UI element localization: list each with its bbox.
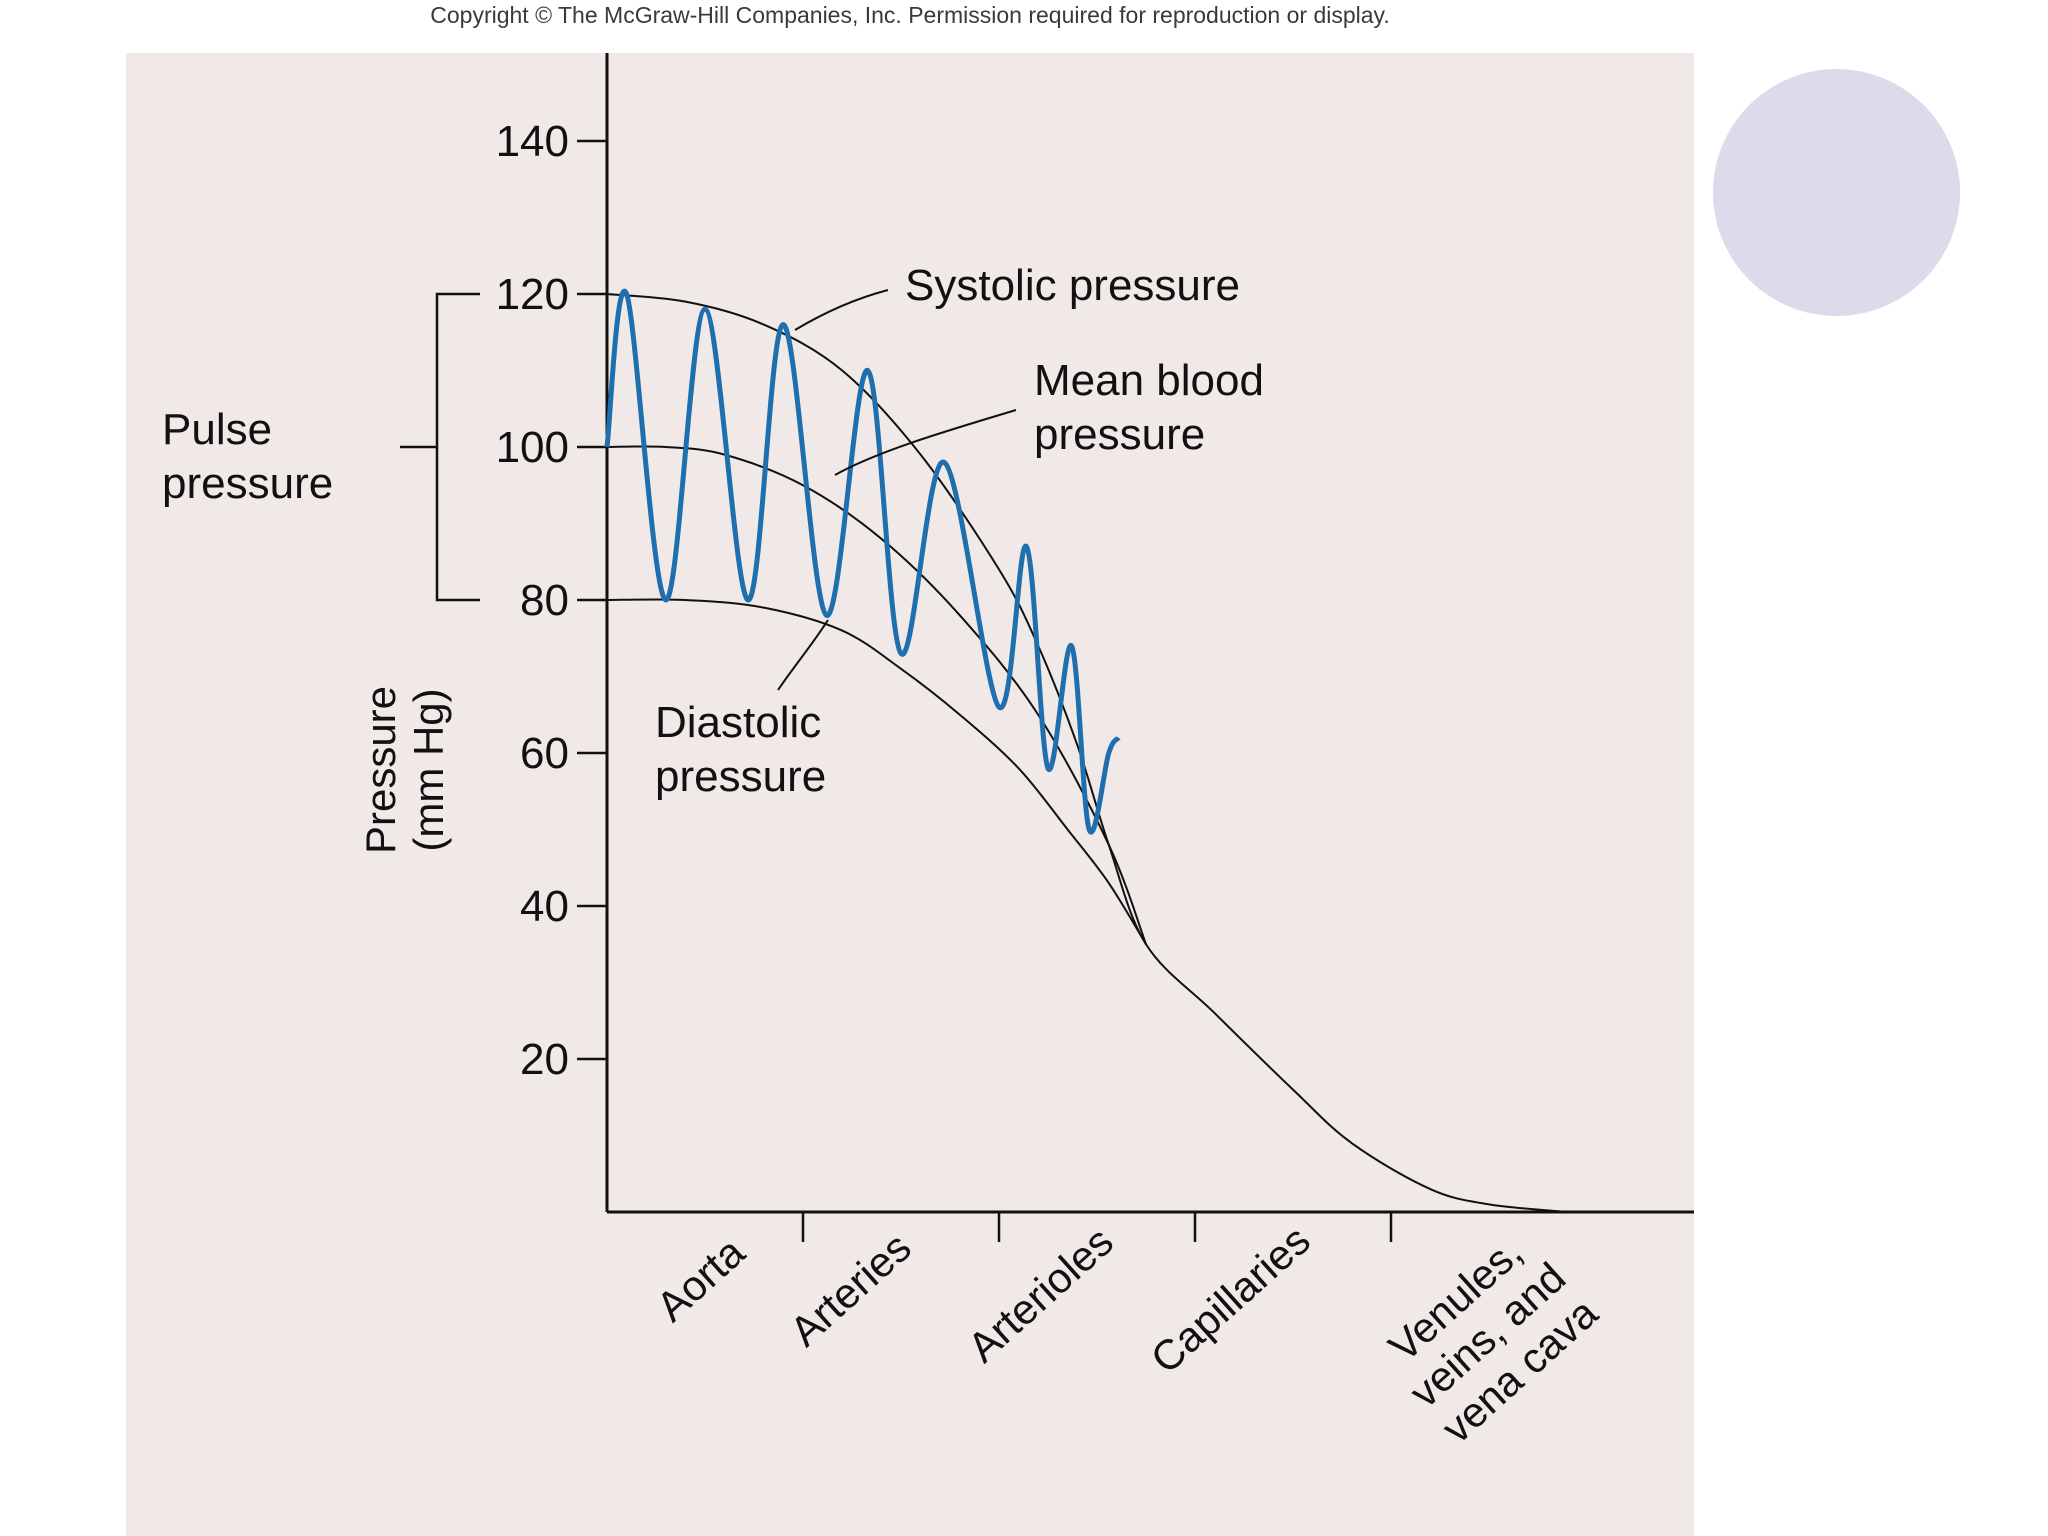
y-tick-label-120: 120 — [496, 270, 569, 319]
mean-pressure-curve — [606, 445, 1147, 945]
y-tick-label-60: 60 — [520, 729, 569, 778]
leader-systolic — [794, 289, 889, 331]
x-category-label-5: Venules,veins, andvena cava — [1368, 1217, 1606, 1452]
x-category-label-4: Capillaries — [1142, 1216, 1319, 1382]
diastolic-curve — [606, 598, 1147, 945]
annotation-mean-blood-pressure: Mean blood pressure — [1034, 356, 1264, 459]
y-axis-label: Pressure(mm Hg) — [357, 686, 452, 854]
annotation-diastolic-pressure: Diastolic pressure — [655, 698, 826, 801]
y-tick-label-80: 80 — [520, 576, 569, 625]
y-tick-label-100: 100 — [496, 423, 569, 472]
pulse-wave-line — [604, 288, 1121, 835]
leader-mean — [834, 409, 1017, 476]
annotations: Systolic pressure Mean blood pressure Diast… — [162, 261, 1264, 801]
y-tick-label-20: 20 — [520, 1035, 569, 1084]
x-category-label-1: Aorta — [647, 1228, 754, 1331]
leader-diastolic — [777, 619, 829, 691]
annotation-systolic-pressure: Systolic pressure — [905, 261, 1240, 310]
x-category-label-2: Arteries — [781, 1223, 920, 1355]
pulse-pressure-bracket — [435, 292, 480, 602]
y-tick-label-140: 140 — [496, 117, 569, 166]
chart-panel — [126, 53, 1694, 1536]
pulse-wave — [604, 288, 1121, 835]
systolic-curve — [606, 293, 1568, 1213]
copyright-notice: Copyright © The McGraw-Hill Companies, I… — [430, 2, 1390, 28]
y-tick-label-40: 40 — [520, 882, 569, 931]
annotation-pulse-pressure: Pulse pressure — [162, 405, 333, 508]
decorative-circle — [1713, 69, 1960, 316]
x-category-label-3: Arterioles — [959, 1217, 1122, 1371]
